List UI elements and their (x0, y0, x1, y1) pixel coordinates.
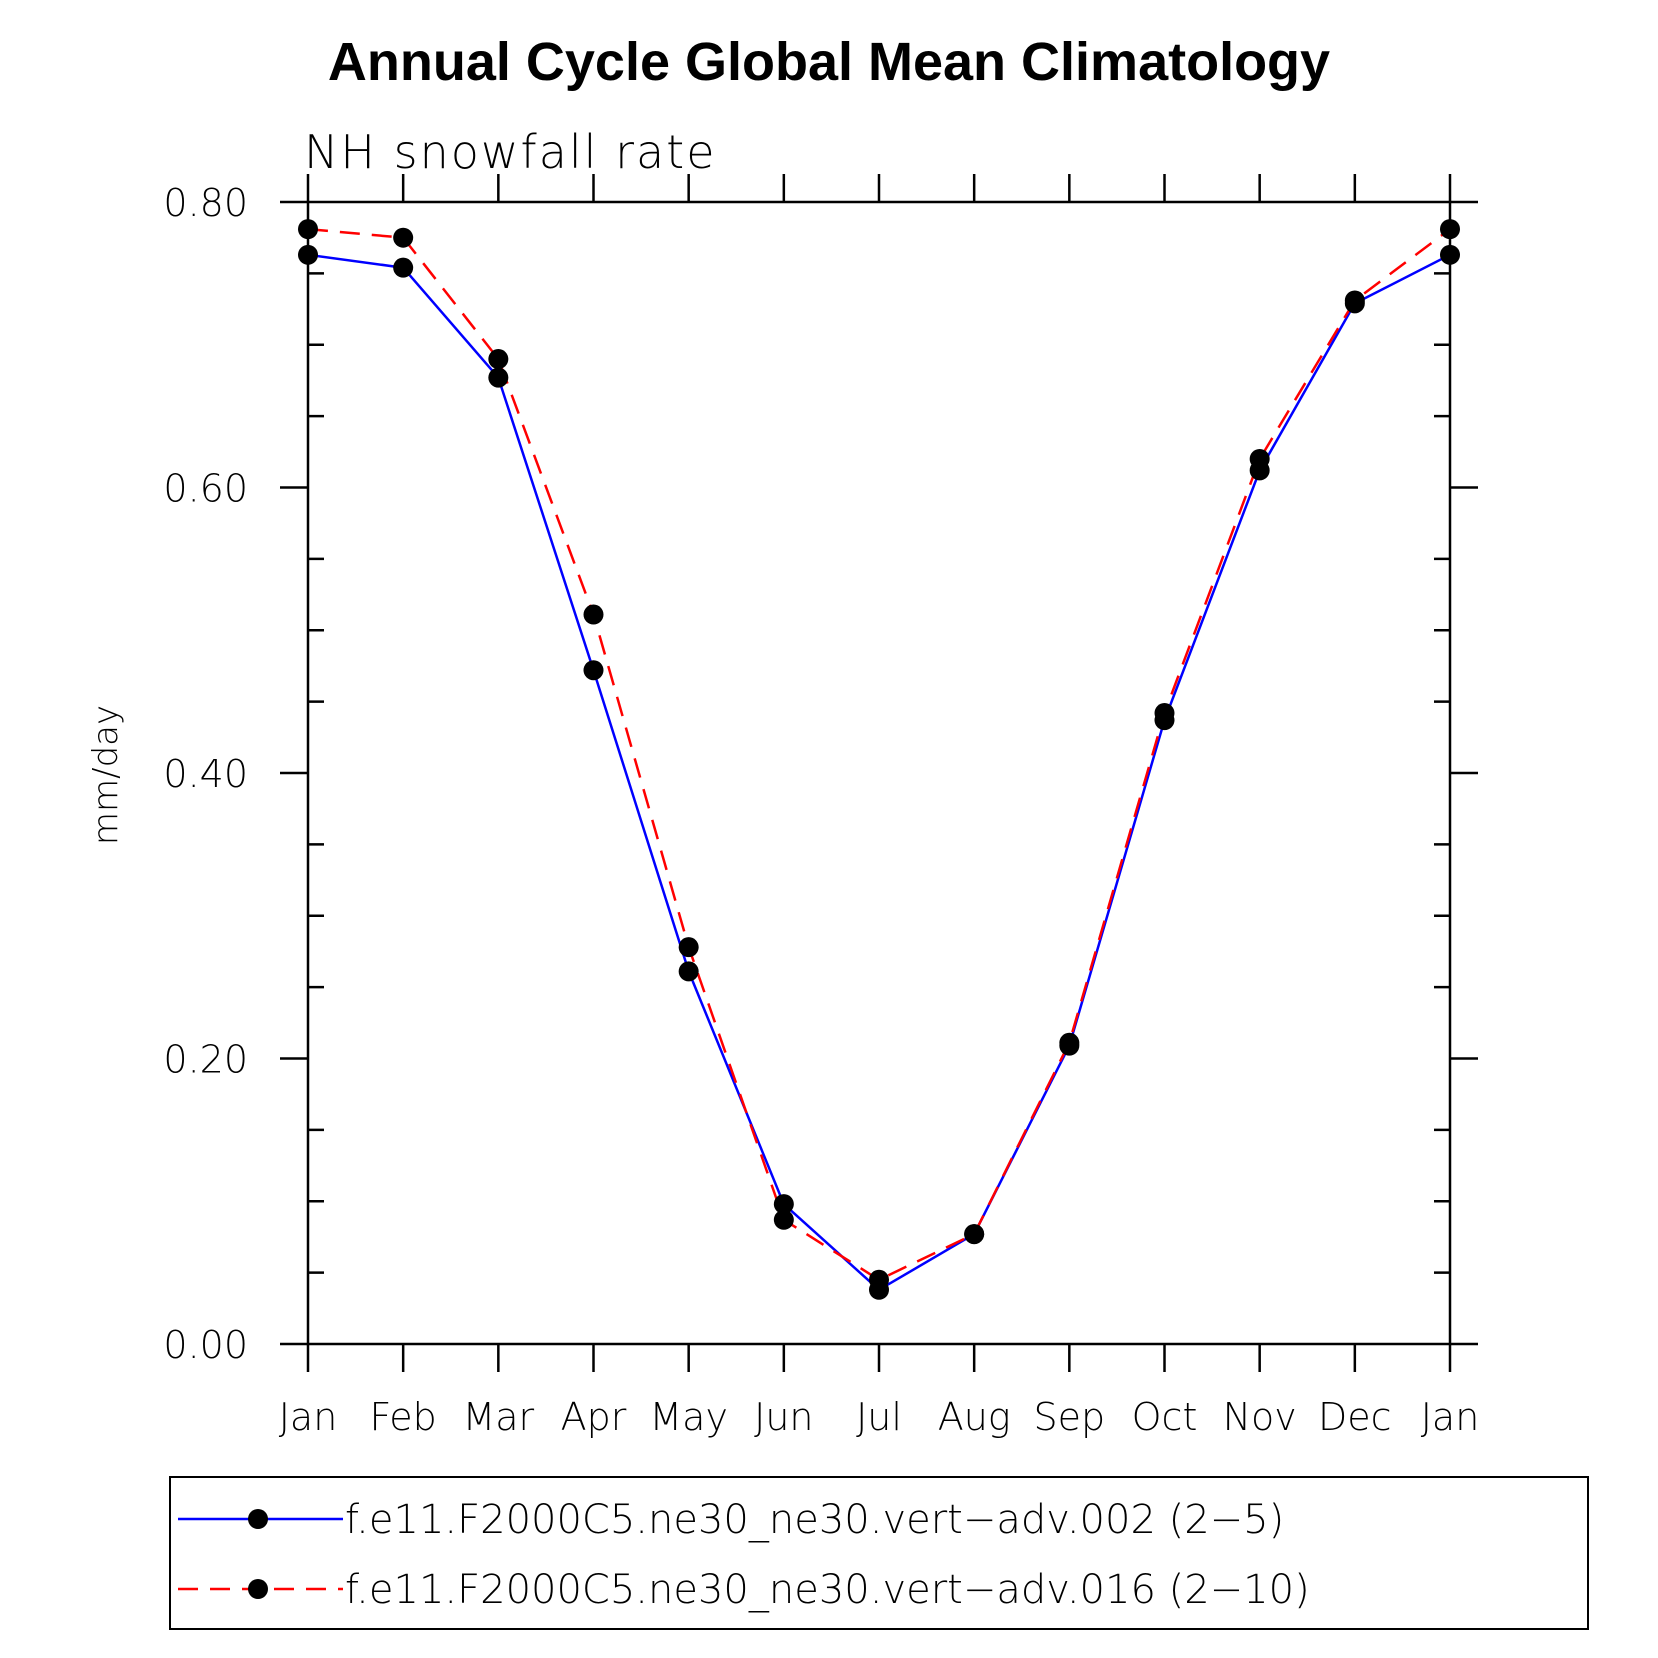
y-tick-label: 0.80 (163, 181, 248, 225)
y-tick-label: 0.00 (163, 1323, 248, 1367)
legend-box (169, 1476, 1589, 1630)
legend-entry-2: f.e11.F2000C5.ne30_ne30.vert−adv.016 (2−… (178, 1567, 1310, 1613)
series-1-point (583, 660, 604, 681)
x-tick-label: Feb (370, 1395, 437, 1439)
series-line-1 (307, 253, 1451, 1292)
y-tick-label: 0.40 (163, 752, 248, 796)
chart-title: Annual Cycle Global Mean Climatology (328, 32, 1330, 92)
series-line-2 (307, 227, 1451, 1282)
x-tick-label: Jul (856, 1395, 902, 1439)
series-1-point (773, 1194, 794, 1215)
series-2-point (678, 937, 699, 958)
x-tick-labels: Jan Feb Mar Apr May Jun Jul Aug Sep Oct Nov Dec Jan (279, 1395, 1480, 1439)
series-2-point (393, 227, 414, 248)
series-2-point (488, 349, 509, 370)
axis-ticks (280, 174, 1478, 1372)
x-tick-label: Jan (279, 1395, 338, 1439)
series-lines (307, 227, 1451, 1292)
y-tick-label: 0.60 (163, 467, 248, 511)
series-2-point (1154, 703, 1175, 724)
chart-subtitle: NH snowfall rate (304, 125, 717, 179)
series-2-point (583, 604, 604, 625)
series-2-point (1249, 448, 1270, 469)
x-tick-label: Mar (462, 1395, 534, 1439)
series-2-point (1344, 290, 1365, 311)
series-2-point (773, 1209, 794, 1230)
series-1-point (488, 367, 509, 388)
x-tick-label: Sep (1034, 1395, 1106, 1439)
legend-marker-2 (248, 1579, 268, 1599)
series-2-point (869, 1269, 889, 1290)
x-tick-label: Jan (1421, 1395, 1480, 1439)
legend-label-2: f.e11.F2000C5.ne30_ne30.vert−adv.016 (2−… (345, 1567, 1310, 1613)
series-layer (298, 219, 1460, 1300)
y-tick-labels: 0.00 0.20 0.40 0.60 0.80 (163, 181, 248, 1367)
series-1-point (678, 961, 699, 982)
series-2-point (964, 1224, 985, 1245)
x-tick-label: Aug (938, 1395, 1011, 1439)
x-tick-label: Oct (1132, 1395, 1198, 1439)
legend-label-1: f.e11.F2000C5.ne30_ne30.vert−adv.002 (2−… (345, 1497, 1284, 1543)
x-tick-label: Apr (561, 1395, 627, 1439)
plot-frame (306, 200, 1452, 1346)
x-tick-label: Nov (1223, 1395, 1297, 1439)
legend-entry-1: f.e11.F2000C5.ne30_ne30.vert−adv.002 (2−… (178, 1497, 1284, 1543)
y-tick-label: 0.20 (163, 1038, 248, 1082)
series-1-point (393, 257, 414, 278)
x-tick-label: Dec (1318, 1395, 1392, 1439)
y-axis-label: mm/day (86, 705, 126, 845)
series-markers (298, 219, 1460, 1300)
x-tick-label: May (649, 1395, 728, 1439)
legend: f.e11.F2000C5.ne30_ne30.vert−adv.002 (2−… (169, 1476, 1589, 1630)
series-2-point (1059, 1032, 1080, 1053)
legend-marker-1 (248, 1509, 268, 1529)
x-tick-label: Jun (754, 1395, 813, 1439)
